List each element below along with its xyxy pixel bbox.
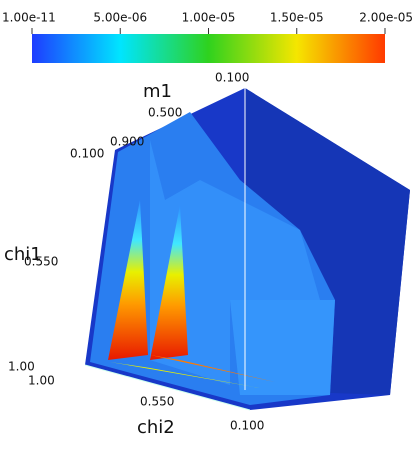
slice xyxy=(150,140,320,385)
axis-tick-label: 0.900 xyxy=(110,135,144,149)
volume xyxy=(84,88,410,411)
colorbar-tick-label: 1.00e-11 xyxy=(2,11,56,25)
slice xyxy=(230,300,335,395)
spike xyxy=(110,362,260,388)
axis-tick-label: 0.100 xyxy=(70,147,104,161)
axis-title: chi2 xyxy=(137,417,175,438)
spike xyxy=(150,355,275,382)
colorbar-tick-label: 1.00e-05 xyxy=(182,11,236,25)
axis-title: chi1 xyxy=(4,244,42,265)
axis-tick-label: 1.00 xyxy=(28,374,55,388)
colorbar-tick-label: 2.00e-05 xyxy=(359,11,413,25)
axis-tick-label: 1.00 xyxy=(8,360,35,374)
colorbar xyxy=(32,34,385,63)
colorbar-tick-label: 1.50e-05 xyxy=(270,11,324,25)
colorbar-tick-label: 5.00e-06 xyxy=(93,11,147,25)
axis-tick-label: 0.500 xyxy=(148,106,182,120)
spike xyxy=(150,205,188,360)
edge xyxy=(84,364,251,411)
axis-tick-label: 0.100 xyxy=(230,419,264,433)
spike xyxy=(108,200,148,360)
axis-tick-label: 0.550 xyxy=(140,395,174,409)
axis-tick-label: 0.550 xyxy=(24,255,58,269)
axis-tick-label: 0.100 xyxy=(215,71,249,85)
axis-title: m1 xyxy=(143,81,172,102)
